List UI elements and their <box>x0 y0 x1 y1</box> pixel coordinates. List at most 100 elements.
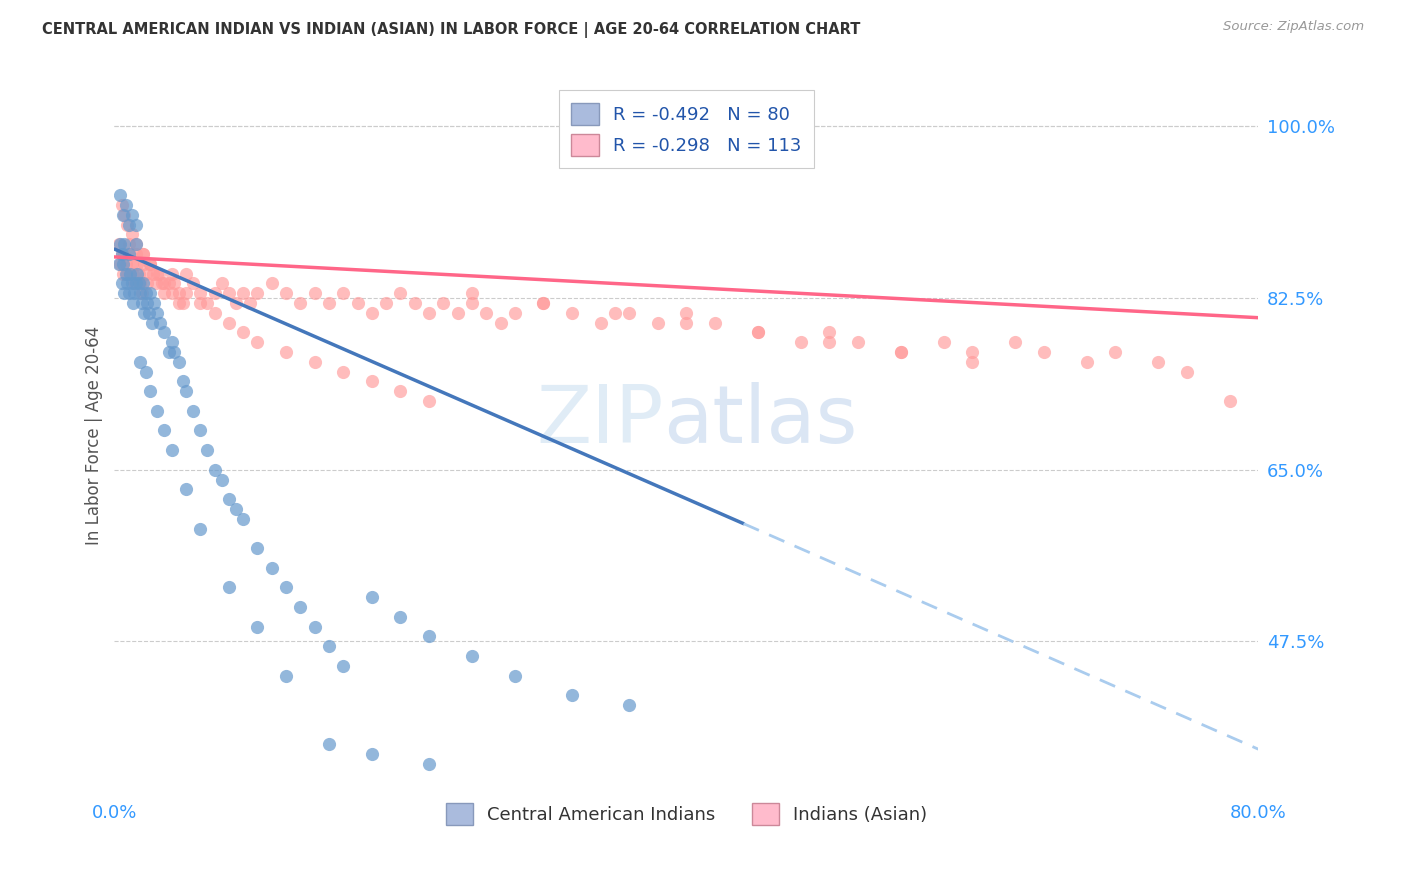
Point <box>125 237 148 252</box>
Point <box>132 277 155 291</box>
Point <box>108 237 131 252</box>
Point <box>225 502 247 516</box>
Text: ZIP: ZIP <box>536 382 664 460</box>
Point <box>181 277 204 291</box>
Point <box>204 306 226 320</box>
Point <box>188 424 211 438</box>
Text: CENTRAL AMERICAN INDIAN VS INDIAN (ASIAN) IN LABOR FORCE | AGE 20-64 CORRELATION: CENTRAL AMERICAN INDIAN VS INDIAN (ASIAN… <box>42 22 860 38</box>
Point <box>129 277 152 291</box>
Point <box>232 326 254 340</box>
Point <box>260 561 283 575</box>
Point <box>111 208 134 222</box>
Point <box>128 267 150 281</box>
Point <box>153 326 176 340</box>
Point <box>174 286 197 301</box>
Point <box>318 737 340 751</box>
Point <box>174 384 197 399</box>
Point <box>818 326 841 340</box>
Point <box>146 306 169 320</box>
Point <box>675 316 697 330</box>
Point <box>112 237 135 252</box>
Point <box>110 198 132 212</box>
Point <box>174 267 197 281</box>
Point <box>124 286 146 301</box>
Point <box>145 277 167 291</box>
Point <box>962 345 984 359</box>
Point <box>246 286 269 301</box>
Point <box>389 610 412 624</box>
Point <box>461 296 484 310</box>
Point <box>153 424 176 438</box>
Point <box>112 286 135 301</box>
Point <box>232 512 254 526</box>
Point <box>153 277 176 291</box>
Point <box>108 257 131 271</box>
Point <box>115 198 138 212</box>
Point <box>790 335 813 350</box>
Point <box>360 591 382 605</box>
Point <box>122 296 145 310</box>
Point <box>211 277 233 291</box>
Point <box>118 247 141 261</box>
Point <box>218 286 240 301</box>
Point <box>167 355 190 369</box>
Point <box>127 267 149 281</box>
Point <box>121 208 143 222</box>
Point <box>274 286 297 301</box>
Y-axis label: In Labor Force | Age 20-64: In Labor Force | Age 20-64 <box>86 326 103 545</box>
Point <box>160 443 183 458</box>
Point <box>360 306 382 320</box>
Point <box>188 522 211 536</box>
Point <box>139 286 162 301</box>
Point <box>1175 365 1198 379</box>
Point <box>404 296 426 310</box>
Point <box>153 286 176 301</box>
Point <box>932 335 955 350</box>
Point <box>304 355 326 369</box>
Point <box>432 296 454 310</box>
Point <box>110 247 132 261</box>
Point <box>172 375 194 389</box>
Point <box>128 277 150 291</box>
Point <box>129 286 152 301</box>
Point <box>1032 345 1054 359</box>
Point <box>304 286 326 301</box>
Point <box>418 394 440 409</box>
Point <box>218 316 240 330</box>
Point <box>747 326 769 340</box>
Point <box>146 404 169 418</box>
Point <box>160 267 183 281</box>
Point <box>148 267 170 281</box>
Point <box>619 698 641 712</box>
Point <box>318 639 340 653</box>
Point <box>138 306 160 320</box>
Point <box>246 620 269 634</box>
Point <box>218 581 240 595</box>
Point <box>118 286 141 301</box>
Point <box>846 335 869 350</box>
Point <box>121 257 143 271</box>
Point <box>131 286 153 301</box>
Point <box>124 277 146 291</box>
Point <box>135 267 157 281</box>
Text: Source: ZipAtlas.com: Source: ZipAtlas.com <box>1223 20 1364 33</box>
Point <box>117 277 139 291</box>
Point <box>304 620 326 634</box>
Point <box>619 306 641 320</box>
Point <box>195 443 218 458</box>
Point <box>418 306 440 320</box>
Point <box>418 756 440 771</box>
Point <box>675 306 697 320</box>
Point <box>290 600 312 615</box>
Point <box>160 335 183 350</box>
Point <box>136 296 159 310</box>
Point <box>111 267 134 281</box>
Point <box>246 335 269 350</box>
Point <box>125 247 148 261</box>
Point <box>125 277 148 291</box>
Point <box>121 277 143 291</box>
Point <box>118 237 141 252</box>
Point <box>167 296 190 310</box>
Point <box>167 286 190 301</box>
Point <box>346 296 368 310</box>
